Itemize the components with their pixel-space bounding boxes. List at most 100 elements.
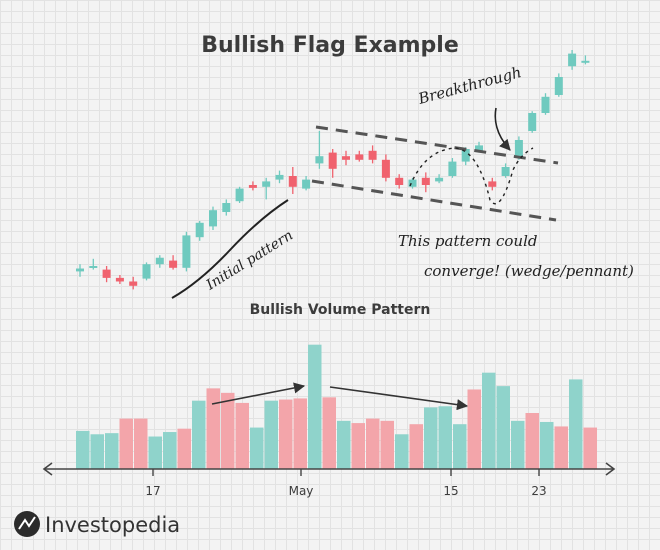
volume-series [76,344,597,469]
candle [302,176,311,191]
candle [129,276,138,290]
volume-bar [583,427,597,469]
candle [262,177,271,200]
candle-body [129,281,138,286]
candle-body [182,235,191,268]
candle-body [248,185,257,188]
candle-body [554,77,563,95]
candle [222,199,231,216]
volume-bar [163,432,177,469]
candle [408,177,417,189]
candle-body [222,203,231,212]
volume-bar [235,402,249,469]
candle-body [488,181,497,187]
candle-body [115,277,124,282]
volume-arrows [211,382,469,411]
volume-bar [351,423,365,469]
volume-bar [148,436,162,469]
candle-body [514,140,523,158]
volume-bar [250,427,264,469]
volume-x-axis [42,462,616,476]
logo-text: Investopedia [45,513,180,537]
candle [381,154,390,182]
candle [182,231,191,272]
volume-bar [453,424,467,469]
candle [342,150,350,166]
volume-bar [337,420,351,469]
candle-body [288,176,297,187]
candle-body [541,96,550,113]
candle-body [89,266,98,268]
candle-body [315,156,324,164]
candle [89,258,98,270]
candle-body [142,264,151,279]
flag-channel [311,125,559,222]
candle-body [355,154,364,160]
candle [248,181,257,191]
candlestick-series [76,50,590,290]
candle-body [461,149,470,162]
candle [169,255,178,270]
candle [488,177,497,191]
candle [235,186,244,203]
logo-mark-chart-line [18,516,36,530]
price-chart-title: Bullish Flag Example [201,33,459,58]
volume-bar [554,426,568,469]
volume-bar [569,379,583,469]
volume-bar [221,392,235,469]
breakthrough-annotation: Breakthrough [415,63,523,108]
breakout-dotted-curve [409,147,534,205]
volume-bar [293,398,307,469]
flag-lower-trendline [311,179,557,222]
volume-arrow-declining [329,386,469,411]
candle-body [155,257,164,265]
volume-bar [119,418,133,469]
candle-body [568,53,577,67]
converge-annotation-line1: This pattern could [398,232,538,250]
candle [355,150,364,162]
investopedia-logo: Investopedia [14,511,180,537]
x-tick-label: 23 [531,484,546,498]
candle-body [328,152,337,169]
candle [142,262,151,281]
volume-bar [366,418,380,469]
volume-bar [134,418,148,469]
volume-arrow-rising [211,382,306,405]
candle-body [475,145,483,151]
volume-bar [322,397,336,469]
candle-body [342,156,350,160]
candle-body [195,222,204,238]
candle [115,275,124,284]
candle-body [381,159,390,178]
candle [275,170,284,184]
volume-bar [279,399,293,469]
volume-bar [496,386,510,469]
candle [155,255,164,268]
candle [581,55,590,65]
candle [288,167,297,194]
candle-body [368,150,377,160]
candle-body [528,113,537,131]
flag-upper-trendline [315,125,559,165]
volume-chart-title: Bullish Volume Pattern [250,302,431,318]
candle-body [302,179,311,189]
candle [421,172,430,193]
candle [568,50,577,70]
volume-bar [206,388,220,469]
candle [102,266,111,283]
candle-body [501,167,510,176]
volume-bar [409,424,423,469]
candle [528,111,537,133]
candle [76,264,84,277]
candle [554,73,563,97]
initial-pattern-stroke [171,199,289,299]
volume-bar [76,430,90,469]
candle-body [275,174,284,180]
volume-bar [192,400,206,469]
volume-bar [105,433,119,469]
candle-body [262,181,271,187]
candle [435,174,444,184]
candle-body [209,210,217,227]
candle [368,145,377,164]
